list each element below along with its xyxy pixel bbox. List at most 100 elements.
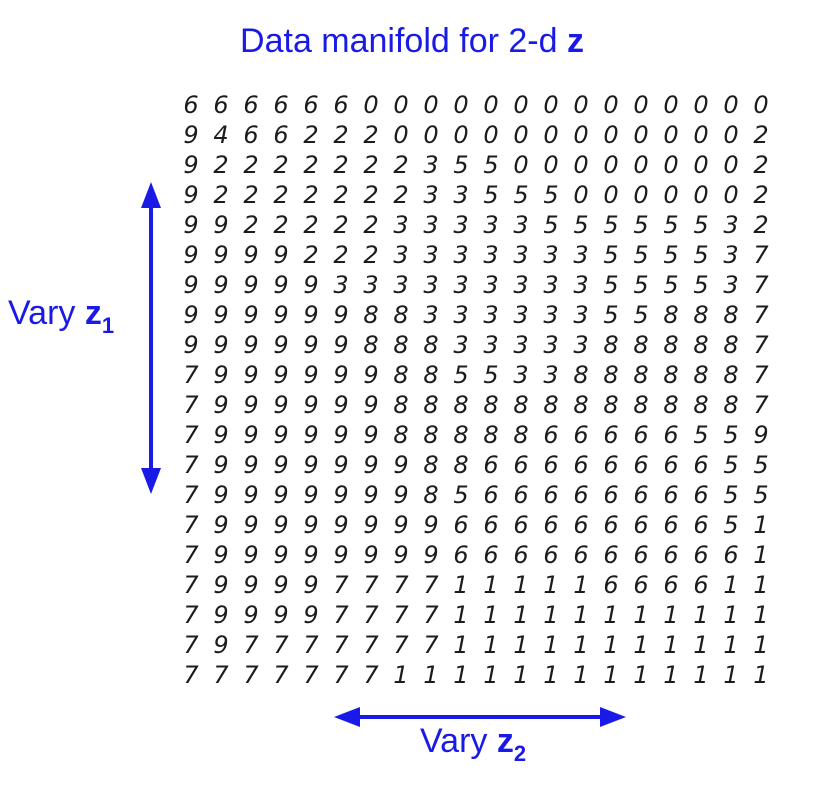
digit-cell: 8 [423, 361, 439, 389]
digit-cell: 6 [573, 511, 589, 539]
digit-cell: 5 [723, 421, 739, 449]
digit-cell: 3 [423, 241, 439, 269]
digit-cell: 8 [513, 421, 529, 449]
digit-cell: 5 [723, 451, 739, 479]
digit-cell: 3 [543, 361, 559, 389]
digit-cell: 9 [213, 331, 229, 359]
digit-cell: 0 [723, 151, 739, 179]
digit-cell: 0 [423, 91, 439, 119]
digit-cell: 9 [363, 481, 379, 509]
digit-cell: 8 [633, 391, 649, 419]
digit-cell: 3 [483, 211, 499, 239]
digit-cell: 3 [483, 241, 499, 269]
digit-cell: 3 [393, 241, 409, 269]
digit-cell: 6 [243, 91, 259, 119]
digit-cell: 1 [723, 631, 739, 659]
digit-cell: 1 [543, 661, 559, 689]
digit-cell: 9 [333, 541, 349, 569]
digit-cell: 9 [213, 571, 229, 599]
digit-cell: 8 [393, 301, 409, 329]
digit-cell: 9 [393, 451, 409, 479]
digit-cell: 9 [243, 241, 259, 269]
digit-cell: 3 [423, 301, 439, 329]
digit-cell: 5 [663, 271, 679, 299]
digit-cell: 9 [273, 271, 289, 299]
digit-cell: 0 [603, 181, 619, 209]
digit-cell: 0 [573, 181, 589, 209]
digit-cell: 3 [723, 271, 739, 299]
digit-cell: 3 [483, 271, 499, 299]
digit-cell: 7 [363, 601, 379, 629]
digit-cell: 2 [243, 211, 259, 239]
digit-cell: 5 [633, 271, 649, 299]
digit-cell: 8 [453, 421, 469, 449]
digit-cell: 6 [243, 121, 259, 149]
digit-cell: 7 [333, 631, 349, 659]
digit-cell: 5 [483, 181, 499, 209]
digit-cell: 6 [543, 511, 559, 539]
digit-cell: 0 [453, 91, 469, 119]
digit-cell: 9 [333, 391, 349, 419]
digit-cell: 6 [543, 541, 559, 569]
digit-cell: 0 [723, 181, 739, 209]
digit-cell: 9 [183, 181, 199, 209]
digit-cell: 7 [183, 541, 199, 569]
digit-cell: 1 [573, 661, 589, 689]
digit-cell: 8 [663, 391, 679, 419]
digit-cell: 0 [543, 121, 559, 149]
digit-cell: 6 [333, 91, 349, 119]
digit-cell: 9 [183, 241, 199, 269]
digit-cell: 5 [693, 241, 709, 269]
digit-cell: 8 [423, 331, 439, 359]
digit-cell: 0 [603, 151, 619, 179]
digit-cell: 9 [183, 121, 199, 149]
digit-cell: 2 [303, 241, 319, 269]
digit-cell: 7 [333, 661, 349, 689]
digit-cell: 3 [543, 331, 559, 359]
digit-cell: 2 [273, 211, 289, 239]
digit-cell: 9 [213, 361, 229, 389]
digit-cell: 9 [243, 571, 259, 599]
digit-cell: 6 [453, 511, 469, 539]
digit-cell: 7 [243, 631, 259, 659]
digit-cell: 5 [543, 181, 559, 209]
digit-cell: 9 [423, 541, 439, 569]
digit-cell: 9 [303, 421, 319, 449]
digit-cell: 1 [483, 661, 499, 689]
digit-cell: 3 [723, 211, 739, 239]
digit-cell: 5 [453, 151, 469, 179]
digit-cell: 1 [573, 571, 589, 599]
digit-cell: 0 [573, 151, 589, 179]
digit-cell: 1 [603, 631, 619, 659]
digit-cell: 6 [663, 421, 679, 449]
digit-cell: 1 [573, 631, 589, 659]
digit-cell: 9 [333, 301, 349, 329]
digit-cell: 7 [183, 601, 199, 629]
digit-cell: 6 [663, 511, 679, 539]
digit-cell: 8 [453, 451, 469, 479]
digit-cell: 3 [513, 271, 529, 299]
digit-cell: 6 [693, 481, 709, 509]
digit-cell: 9 [243, 421, 259, 449]
digit-cell: 0 [693, 151, 709, 179]
digit-cell: 8 [483, 421, 499, 449]
digit-cell: 8 [393, 391, 409, 419]
digit-cell: 9 [273, 481, 289, 509]
digit-cell: 9 [333, 361, 349, 389]
digit-cell: 1 [723, 571, 739, 599]
digit-cell: 1 [483, 631, 499, 659]
digit-cell: 6 [543, 421, 559, 449]
digit-cell: 1 [453, 631, 469, 659]
digit-cell: 9 [303, 601, 319, 629]
digit-cell: 5 [603, 301, 619, 329]
digit-cell: 6 [303, 91, 319, 119]
digit-cell: 8 [573, 391, 589, 419]
digit-cell: 9 [213, 631, 229, 659]
digit-cell: 1 [633, 661, 649, 689]
digit-cell: 3 [513, 211, 529, 239]
digit-cell: 2 [303, 121, 319, 149]
digit-cell: 1 [423, 661, 439, 689]
digit-cell: 8 [723, 391, 739, 419]
digit-cell: 9 [213, 421, 229, 449]
digit-cell: 9 [753, 421, 769, 449]
